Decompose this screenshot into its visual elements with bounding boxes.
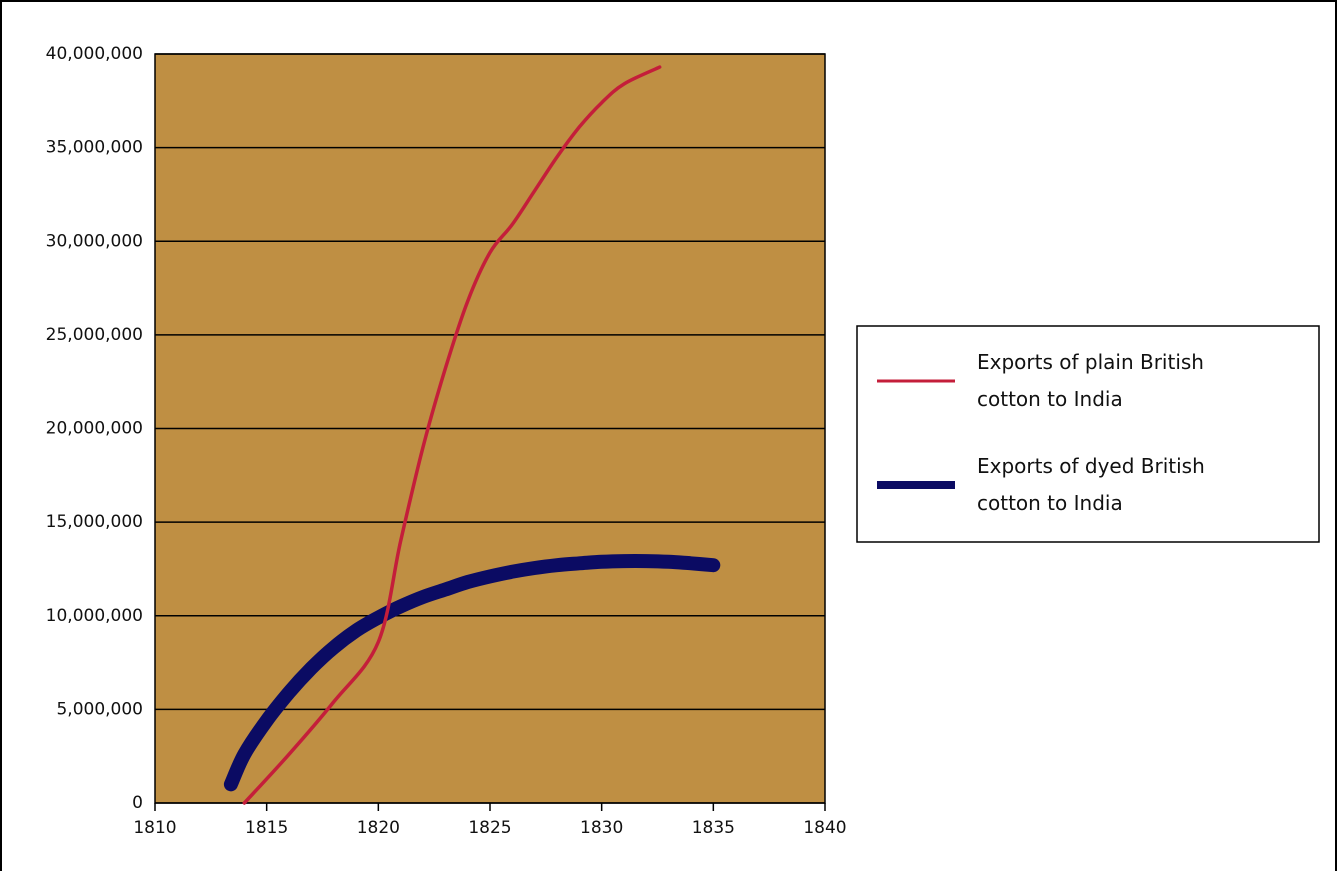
x-tick-label: 1835 <box>692 818 735 838</box>
y-tick-label: 25,000,000 <box>46 325 143 345</box>
legend: Exports of plain British cotton to India E… <box>856 325 1320 543</box>
x-tick-label: 1840 <box>803 818 846 838</box>
series-line-plain-cotton <box>242 65 662 805</box>
y-tick-label: 40,000,000 <box>46 44 143 64</box>
y-axis: 0 5,000,000 10,000,000 15,000,000 20,000,000… <box>46 44 143 813</box>
y-tick-label: 30,000,000 <box>46 231 143 251</box>
x-axis: 1810 1815 1820 1825 1830 1835 1840 <box>133 802 847 838</box>
y-tick-label: 0 <box>132 793 143 813</box>
legend-box <box>856 325 1320 543</box>
y-tick-label: 35,000,000 <box>46 138 143 158</box>
legend-label: cotton to India <box>977 491 1123 515</box>
legend-label: cotton to India <box>977 387 1123 411</box>
x-tick-label: 1830 <box>580 818 623 838</box>
legend-label: Exports of plain British <box>977 350 1204 374</box>
x-tick-label: 1825 <box>468 818 511 838</box>
legend-label: Exports of dyed British <box>977 454 1205 478</box>
series-layer <box>223 65 721 805</box>
series-line-dyed-cotton <box>223 553 721 792</box>
x-tick-label: 1815 <box>245 818 288 838</box>
y-tick-label: 20,000,000 <box>46 419 143 439</box>
x-tick-label: 1810 <box>133 818 176 838</box>
y-tick-label: 15,000,000 <box>46 512 143 532</box>
y-tick-label: 10,000,000 <box>46 606 143 626</box>
y-tick-label: 5,000,000 <box>56 699 143 719</box>
x-tick-label: 1820 <box>357 818 400 838</box>
